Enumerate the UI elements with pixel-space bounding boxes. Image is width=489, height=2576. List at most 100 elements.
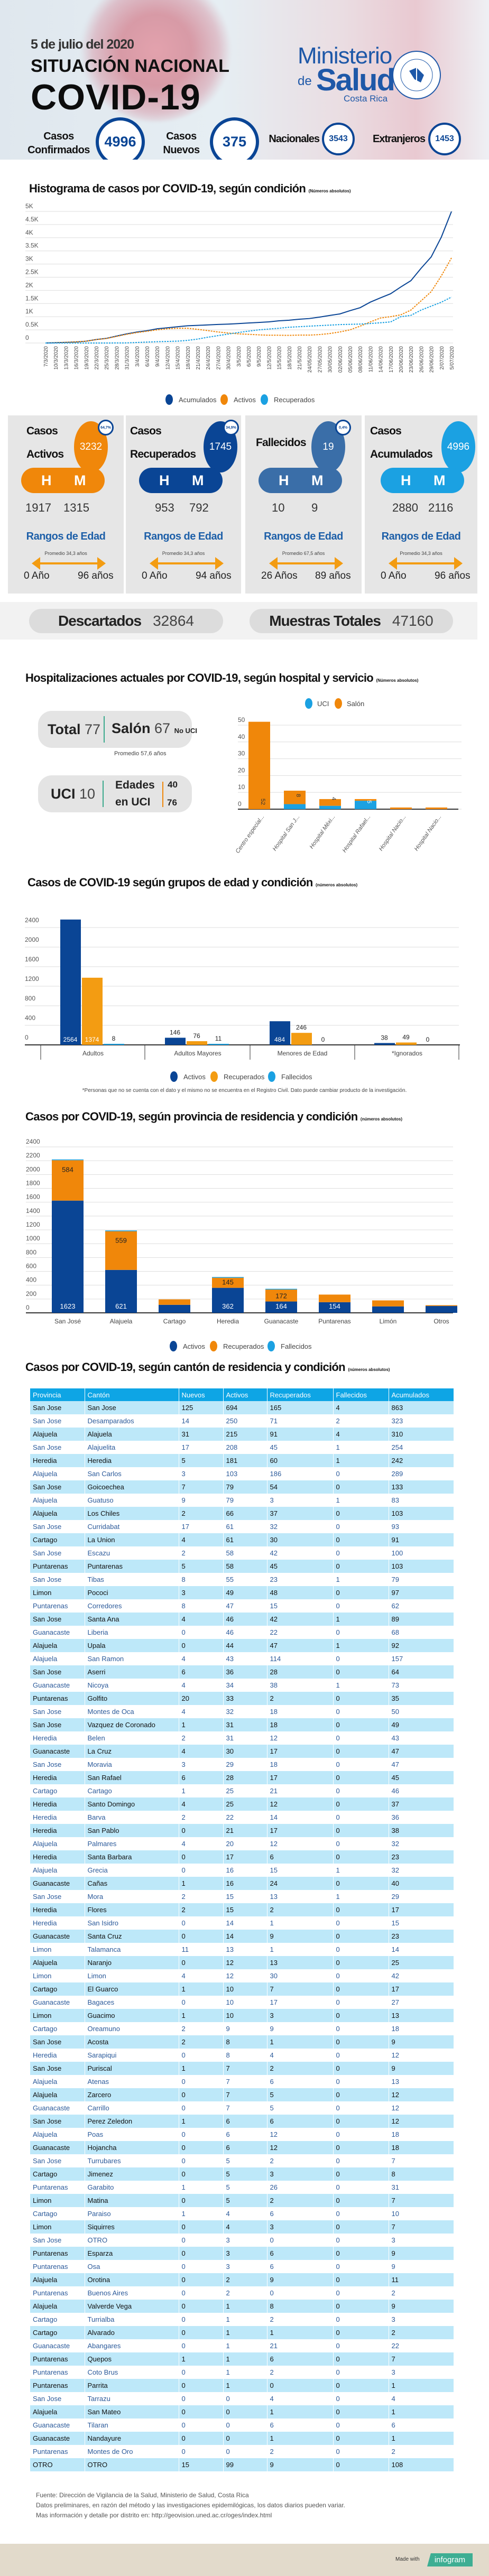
table-cell: Tilaran bbox=[85, 2419, 179, 2432]
table-cell: 0 bbox=[333, 2009, 389, 2022]
bar-fallecidos bbox=[52, 1159, 84, 1161]
table-cell: 45 bbox=[267, 1560, 334, 1573]
table-row: Limon Pococi 3 49 48 0 97 bbox=[30, 1586, 454, 1599]
table-row: Alajuela Los Chiles 2 66 37 0 103 bbox=[30, 1507, 454, 1520]
table-cell: 12 bbox=[267, 2128, 334, 2141]
table-cell: 1 bbox=[223, 2326, 267, 2339]
muestras-label: Muestras Totales bbox=[269, 613, 381, 629]
divider bbox=[103, 781, 104, 807]
data-label: 11 bbox=[215, 1035, 222, 1042]
table-cell: 186 bbox=[267, 1467, 334, 1480]
table-cell: 1 bbox=[267, 2035, 334, 2049]
table-cell: 0 bbox=[179, 2313, 224, 2326]
table-cell: 8 bbox=[389, 2167, 454, 2181]
male-count: 1917 bbox=[25, 501, 51, 514]
table-cell: 0 bbox=[179, 2366, 224, 2379]
table-row: Cartago Jimenez 0 5 3 0 8 bbox=[30, 2167, 454, 2181]
hospital-total: Total 77 bbox=[48, 721, 101, 737]
table-cell: 165 bbox=[267, 1401, 334, 1414]
x-tick-label: Limón bbox=[380, 1318, 397, 1325]
x-tick-label: 27/4/2020 bbox=[216, 346, 222, 370]
table-row: San Jose Puriscal 1 7 2 0 9 bbox=[30, 2062, 454, 2075]
canton-title: Casos por COVID-19, según cantón de resi… bbox=[25, 1360, 390, 1374]
x-tick-label: 23/06/2020 bbox=[409, 346, 414, 373]
table-cell: 31 bbox=[223, 1731, 267, 1745]
table-row: Alajuela Palmares 4 20 12 0 32 bbox=[30, 1837, 454, 1850]
table-cell: 0 bbox=[179, 2247, 224, 2260]
column-header[interactable]: Nuevos bbox=[179, 1388, 224, 1401]
table-cell: Puntarenas bbox=[30, 2286, 85, 2300]
table-cell: Puntarenas bbox=[30, 1692, 85, 1705]
x-tick-label: Adultos Mayores bbox=[174, 1050, 221, 1057]
column-header[interactable]: Fallecidos bbox=[333, 1388, 389, 1401]
table-cell: 22 bbox=[389, 2339, 454, 2352]
table-cell: 5 bbox=[223, 2181, 267, 2194]
card-title: Casos Acumulados bbox=[370, 420, 433, 466]
table-cell: Perez Zeledon bbox=[85, 2115, 179, 2128]
table-cell: Valverde Vega bbox=[85, 2300, 179, 2313]
bar-activos bbox=[374, 1043, 395, 1045]
table-cell: 0 bbox=[333, 1533, 389, 1546]
table-cell: 1 bbox=[223, 2300, 267, 2313]
infogram-link[interactable]: infogram bbox=[427, 2553, 473, 2566]
table-cell: 4 bbox=[179, 1797, 224, 1811]
table-row: San Jose Aserri 6 36 28 0 64 bbox=[30, 1665, 454, 1679]
table-cell: Santa Barbara bbox=[85, 1850, 179, 1864]
table-cell: 58 bbox=[223, 1560, 267, 1573]
column-header[interactable]: Provincia bbox=[30, 1388, 85, 1401]
table-cell: 0 bbox=[333, 1520, 389, 1533]
stat-extranjeros-label: Extranjeros bbox=[372, 133, 426, 145]
table-cell: 0 bbox=[333, 1731, 389, 1745]
age-range-label: Rangos de Edad bbox=[264, 531, 343, 542]
table-cell: Grecia bbox=[85, 1864, 179, 1877]
table-cell: San Jose bbox=[30, 2115, 85, 2128]
table-cell: 14 bbox=[267, 1811, 334, 1824]
table-cell: 12 bbox=[223, 1956, 267, 1969]
table-cell: Alajuela bbox=[30, 2075, 85, 2088]
table-cell: 0 bbox=[333, 2194, 389, 2207]
table-cell: Puntarenas bbox=[30, 1599, 85, 1613]
table-cell: 1 bbox=[179, 2062, 224, 2075]
table-cell: Alvarado bbox=[85, 2326, 179, 2339]
y-tick-label: 2.5K bbox=[25, 268, 39, 276]
bar-fallecidos bbox=[265, 1289, 297, 1290]
table-cell: 61 bbox=[223, 1533, 267, 1546]
legend-dot-acumulados bbox=[165, 394, 173, 405]
table-row: Alajuela Atenas 0 7 6 0 13 bbox=[30, 2075, 454, 2088]
table-row: Alajuela San Mateo 0 0 1 0 1 bbox=[30, 2405, 454, 2419]
table-cell: 1 bbox=[389, 2379, 454, 2392]
table-cell: Puntarenas bbox=[30, 2445, 85, 2458]
table-cell: 0 bbox=[333, 1903, 389, 1916]
table-row: Guanacaste Tilaran 0 0 6 0 6 bbox=[30, 2419, 454, 2432]
table-cell: 17 bbox=[223, 1850, 267, 1864]
column-header[interactable]: Activos bbox=[223, 1388, 267, 1401]
table-cell: 2 bbox=[179, 1507, 224, 1520]
table-cell: 12 bbox=[267, 1797, 334, 1811]
hospital-promedio: Promedio 57,6 años bbox=[114, 750, 167, 757]
table-cell: Naranjo bbox=[85, 1956, 179, 1969]
table-cell: 0 bbox=[333, 2154, 389, 2167]
table-cell: 0 bbox=[333, 2286, 389, 2300]
table-cell: San Isidro bbox=[85, 1916, 179, 1930]
female-count: 1315 bbox=[63, 501, 89, 514]
x-tick-label: Otros bbox=[433, 1318, 449, 1325]
bar-fallecidos bbox=[208, 1044, 229, 1045]
age-chart: 0 400 800 1200 1600 2000 2400 Adultos 2564 1374 8 A… bbox=[25, 916, 460, 1082]
table-row: Guanacaste Santa Cruz 0 14 9 0 23 bbox=[30, 1930, 454, 1943]
table-cell: 0 bbox=[333, 1718, 389, 1731]
table-cell: 7 bbox=[267, 1982, 334, 1996]
column-header[interactable]: Acumulados bbox=[389, 1388, 454, 1401]
column-header[interactable]: Recuperados bbox=[267, 1388, 334, 1401]
table-row: San Jose Tarrazu 0 0 4 0 4 bbox=[30, 2392, 454, 2405]
legend-dot-uci bbox=[305, 698, 312, 709]
table-cell: 4 bbox=[179, 1705, 224, 1718]
table-cell: 0 bbox=[333, 2458, 389, 2471]
double-arrow-icon bbox=[32, 557, 106, 570]
column-header[interactable]: Cantón bbox=[85, 1388, 179, 1401]
footer-source: Fuente: Dirección de Vigilancia de la Sa… bbox=[36, 2491, 249, 2499]
table-cell: 46 bbox=[223, 1613, 267, 1626]
table-cell: 54 bbox=[267, 1480, 334, 1494]
table-cell: 6 bbox=[267, 1850, 334, 1864]
table-cell: 2 bbox=[179, 1731, 224, 1745]
